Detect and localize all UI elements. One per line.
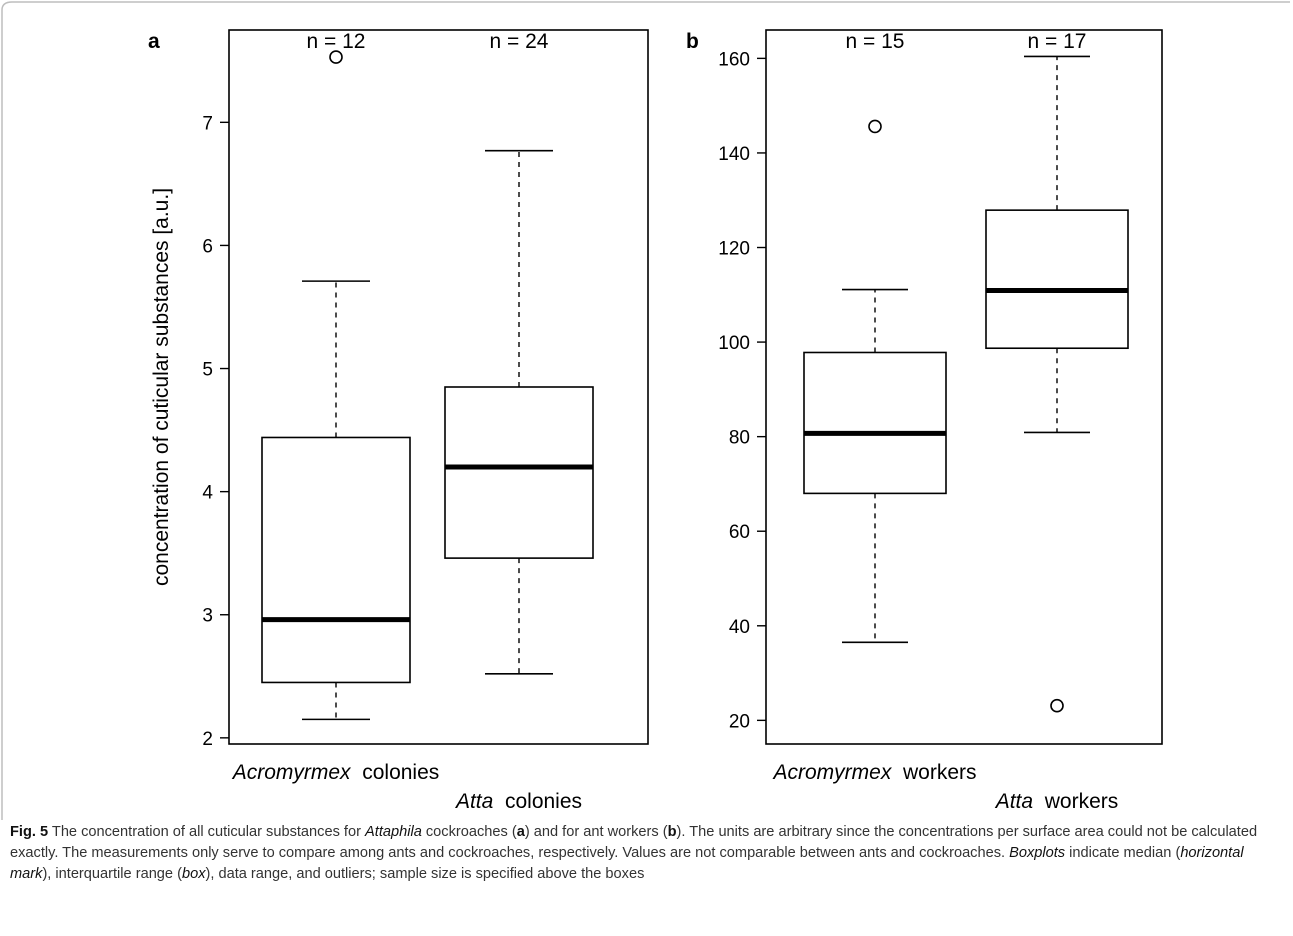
category-label-plain: colonies: [351, 761, 440, 784]
caption-text-1: The concentration of all cuticular subst…: [48, 824, 366, 840]
iqr-box: [803, 351, 947, 495]
figure-border: [1, 1, 1290, 820]
y-tick-label: 2: [202, 729, 213, 750]
y-tick-label: 6: [202, 236, 213, 257]
caption-italic-box: box: [181, 866, 206, 882]
plot-frame: [228, 29, 649, 745]
y-tick-label: 140: [718, 144, 750, 165]
caption-text-3: ) and for ant workers (: [524, 824, 668, 840]
caption-bold-a: a: [516, 824, 525, 840]
y-tick-label: 3: [202, 606, 213, 627]
caption-bold-b: b: [667, 824, 677, 840]
panel-a: 2 3 4 5 6 7 a concentration of cuticular substa…: [148, 29, 649, 813]
category-label: Acromyrmex colonies: [231, 761, 440, 784]
figure-caption: Fig. 5 The concentration of all cuticula…: [10, 822, 1275, 885]
sample-size-label: n = 17: [1028, 30, 1087, 53]
category-label: Acromyrmex workers: [771, 761, 976, 784]
y-tick-label: 5: [202, 360, 213, 381]
category-label-plain: workers: [891, 761, 976, 784]
caption-fig-label: Fig. 5: [10, 824, 49, 840]
category-label-plain: colonies: [493, 790, 582, 813]
sample-size-label: n = 12: [307, 30, 366, 53]
caption-text-5: indicate median (: [1065, 845, 1181, 861]
y-tick-label: 20: [729, 711, 750, 732]
iqr-box: [985, 209, 1129, 350]
panel-letter: a: [148, 30, 160, 53]
caption-italic-1: Attaphila: [365, 824, 422, 840]
category-label: Atta colonies: [454, 790, 582, 813]
caption-text-4: ). The units are arbitrary since the con…: [10, 824, 1258, 861]
y-tick-label: 4: [202, 483, 213, 504]
category-label-italic: Acromyrmex: [771, 761, 892, 784]
sample-size-label: n = 15: [846, 30, 905, 53]
y-axis-label: concentration of cuticular substances [a…: [150, 188, 173, 586]
category-label: Atta workers: [994, 790, 1119, 813]
y-tick-label: 80: [729, 428, 750, 449]
y-tick-label: 100: [718, 333, 750, 354]
category-label-italic: Acromyrmex: [231, 761, 352, 784]
panel-b: 20 40 60 80 100 120 140 160 b n = 15 Acromyrmex wo…: [686, 29, 1163, 813]
caption-italic-boxplots: Boxplots: [1009, 845, 1066, 861]
category-label-plain: workers: [1033, 790, 1118, 813]
caption-text-2: cockroaches (: [421, 824, 517, 840]
category-label-italic: Atta: [454, 790, 493, 813]
caption-text-7: ), data range, and outliers; sample size…: [205, 866, 645, 882]
iqr-box: [261, 436, 411, 684]
sample-size-label: n = 24: [490, 30, 549, 53]
caption-italic-horizontal-mark: horizontal mark: [10, 845, 1244, 882]
y-tick-label: 160: [718, 49, 750, 70]
plot-frame: [765, 29, 1163, 745]
panel-letter: b: [686, 30, 699, 53]
caption-text-6: ), interquartile range (: [42, 866, 182, 882]
iqr-box: [444, 386, 594, 559]
y-tick-label: 60: [729, 522, 750, 543]
category-label-italic: Atta: [994, 790, 1033, 813]
y-tick-label: 7: [202, 113, 213, 134]
y-tick-label: 40: [729, 617, 750, 638]
boxplot-figure: 2 3 4 5 6 7 a concentration of cuticular substa…: [1, 1, 1290, 820]
outlier-point: [329, 50, 343, 64]
outlier-point: [868, 119, 882, 134]
y-tick-label: 120: [718, 239, 750, 260]
outlier-point: [1050, 698, 1064, 713]
